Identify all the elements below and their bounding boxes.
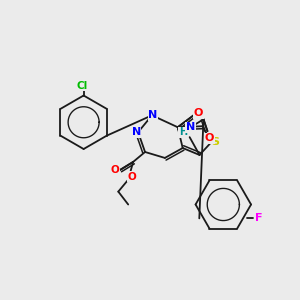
Text: O: O (194, 108, 203, 118)
Text: O: O (128, 172, 136, 182)
Text: N: N (148, 110, 158, 120)
Text: H: H (178, 127, 187, 137)
Text: F: F (256, 213, 263, 224)
Text: Cl: Cl (76, 81, 87, 91)
Text: N: N (131, 127, 141, 137)
Text: S: S (212, 137, 219, 147)
Text: N: N (186, 122, 195, 132)
Text: O: O (205, 133, 214, 143)
Text: O: O (111, 165, 120, 175)
